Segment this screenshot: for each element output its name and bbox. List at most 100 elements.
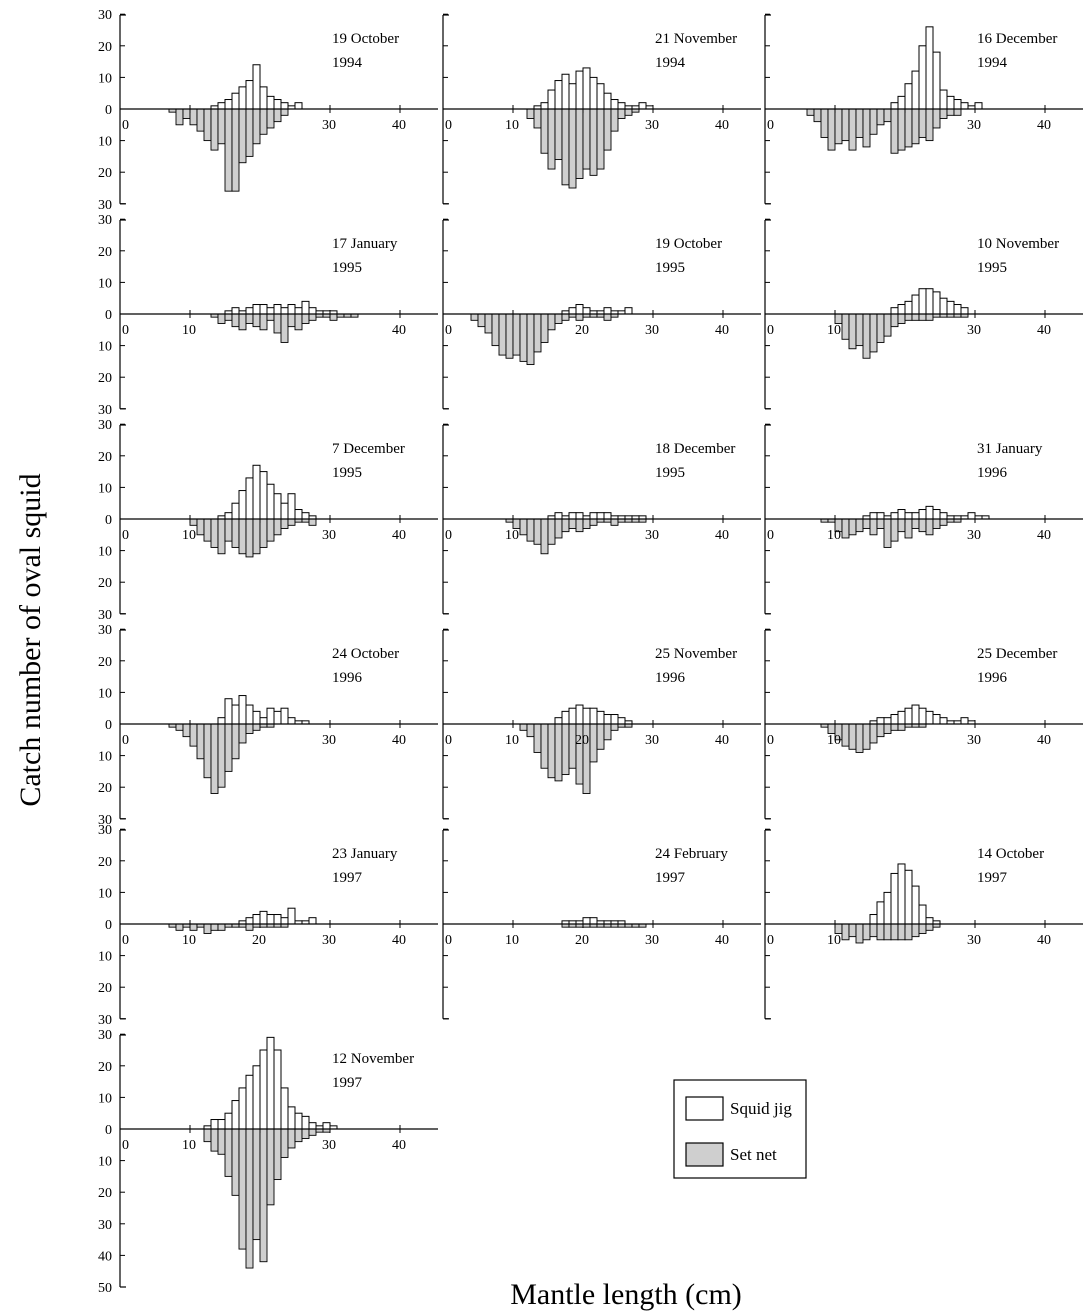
bar-set-net bbox=[540, 313, 549, 343]
bar-set-net bbox=[862, 723, 871, 750]
bar-set-net bbox=[519, 313, 528, 362]
bar-squid-jig bbox=[252, 914, 261, 925]
panel-p2: 0 10 30 40 21 November 1994 bbox=[442, 13, 761, 205]
bar-squid-jig bbox=[596, 710, 605, 725]
x-tick-label: 40 bbox=[1037, 323, 1051, 338]
bar-set-net bbox=[883, 108, 892, 123]
x-tick-label: 40 bbox=[392, 733, 406, 748]
bar-set-net bbox=[603, 723, 612, 741]
y-tick-label: 20 bbox=[98, 576, 112, 591]
bar-set-net bbox=[848, 723, 857, 750]
bar-squid-jig bbox=[589, 917, 598, 925]
y-tick-label: 40 bbox=[98, 1249, 112, 1264]
bar-squid-jig bbox=[932, 51, 941, 110]
panel-p8: 0 10 30 40 18 December 1995 bbox=[442, 423, 761, 615]
bar-squid-jig bbox=[869, 914, 878, 925]
panel-p16: 30 20 10 0 10 20 30 40 50 0 10 30 40 12 November 1997 bbox=[98, 1028, 438, 1296]
bar-set-net bbox=[175, 923, 184, 931]
bar-squid-jig bbox=[918, 509, 927, 520]
bar-set-net bbox=[266, 518, 275, 542]
bar-set-net bbox=[189, 518, 198, 526]
bar-set-net bbox=[526, 723, 535, 738]
bar-set-net bbox=[533, 108, 542, 129]
bar-set-net bbox=[890, 108, 899, 154]
x-tick-label: 0 bbox=[445, 933, 452, 948]
bar-set-net bbox=[869, 723, 878, 744]
bar-squid-jig bbox=[252, 464, 261, 520]
x-tick-label: 40 bbox=[392, 118, 406, 133]
y-tick-label: 20 bbox=[98, 981, 112, 996]
bar-set-net bbox=[890, 923, 899, 941]
bar-squid-jig bbox=[918, 904, 927, 925]
panel-year: 1994 bbox=[332, 55, 363, 71]
bar-set-net bbox=[911, 518, 920, 529]
x-tick-label: 30 bbox=[967, 323, 981, 338]
bar-set-net bbox=[561, 723, 570, 776]
bar-set-net bbox=[252, 313, 261, 328]
bar-set-net bbox=[526, 518, 535, 542]
bar-squid-jig bbox=[904, 869, 913, 925]
x-tick-label: 40 bbox=[1037, 933, 1051, 948]
bar-set-net bbox=[203, 723, 212, 779]
bar-squid-jig bbox=[939, 717, 948, 725]
bar-squid-jig bbox=[617, 717, 626, 725]
bar-squid-jig bbox=[217, 102, 226, 110]
bar-set-net bbox=[834, 108, 843, 145]
panel-year: 1997 bbox=[655, 870, 686, 886]
bar-squid-jig bbox=[974, 102, 983, 110]
bar-set-net bbox=[869, 108, 878, 135]
y-tick-label: 30 bbox=[98, 823, 112, 838]
bar-set-net bbox=[848, 108, 857, 151]
bar-set-net bbox=[897, 313, 906, 324]
x-tick-label: 0 bbox=[122, 1138, 129, 1153]
bar-squid-jig bbox=[273, 304, 282, 315]
bar-set-net bbox=[491, 313, 500, 347]
x-tick-label: 0 bbox=[767, 733, 774, 748]
bar-set-net bbox=[568, 518, 577, 529]
bar-set-net bbox=[196, 518, 205, 536]
panel-year: 1997 bbox=[332, 1075, 363, 1091]
bar-squid-jig bbox=[624, 307, 633, 315]
legend-label-set-net: Set net bbox=[730, 1145, 777, 1164]
bar-squid-jig bbox=[231, 502, 240, 520]
y-tick-label: 20 bbox=[98, 450, 112, 465]
x-tick-label: 40 bbox=[715, 933, 729, 948]
bar-squid-jig bbox=[561, 73, 570, 110]
panel-p7: 30 20 10 0 10 20 30 0 10 30 40 7 December 1995 bbox=[98, 418, 438, 623]
x-tick-label: 10 bbox=[505, 933, 519, 948]
panel-p10: 30 20 10 0 10 20 30 0 30 40 24 October 1996 bbox=[98, 623, 438, 828]
x-tick-label: 30 bbox=[322, 528, 336, 543]
bar-squid-jig bbox=[294, 509, 303, 520]
y-tick-label: 10 bbox=[98, 886, 112, 901]
bar-squid-jig bbox=[217, 1119, 226, 1130]
bar-set-net bbox=[610, 723, 619, 731]
x-tick-label: 30 bbox=[322, 733, 336, 748]
bar-set-net bbox=[203, 1128, 212, 1143]
x-tick-label: 10 bbox=[505, 528, 519, 543]
y-tick-label: 10 bbox=[98, 1091, 112, 1106]
x-tick-label: 40 bbox=[392, 528, 406, 543]
bar-set-net bbox=[224, 108, 233, 192]
panel-date: 23 January bbox=[332, 846, 398, 862]
bar-set-net bbox=[876, 518, 885, 529]
bar-set-net bbox=[273, 518, 282, 536]
legend-frame bbox=[673, 1079, 807, 1179]
panel-p6: 0 10 30 40 10 November 1995 bbox=[764, 218, 1083, 410]
x-tick-label: 30 bbox=[645, 528, 659, 543]
bar-squid-jig bbox=[918, 707, 927, 725]
bar-squid-jig bbox=[911, 885, 920, 925]
bar-set-net bbox=[596, 108, 605, 170]
y-tick-label: 30 bbox=[98, 1218, 112, 1233]
bar-set-net bbox=[876, 313, 885, 343]
y-tick-label: 20 bbox=[98, 855, 112, 870]
y-tick-label: 30 bbox=[98, 813, 112, 828]
bar-squid-jig bbox=[925, 917, 934, 925]
bar-set-net bbox=[238, 108, 247, 164]
bar-set-net bbox=[266, 108, 275, 129]
y-tick-label: 30 bbox=[98, 8, 112, 23]
y-tick-label: 20 bbox=[98, 371, 112, 386]
bar-set-net bbox=[603, 313, 612, 321]
panel-year: 1997 bbox=[332, 870, 363, 886]
y-tick-label: 10 bbox=[98, 750, 112, 765]
bar-set-net bbox=[498, 313, 507, 356]
